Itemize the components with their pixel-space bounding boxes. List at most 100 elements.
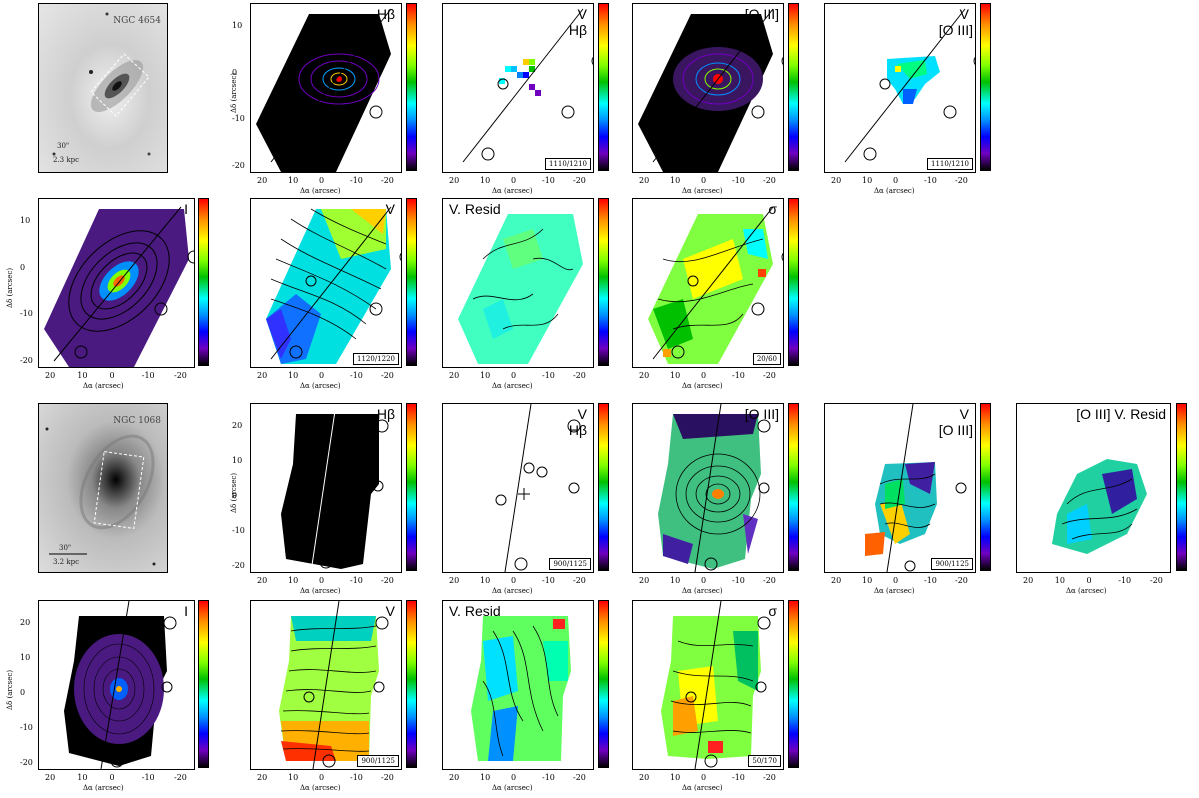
x-tick-label: -20 — [573, 371, 586, 380]
y-tick-label: -20 — [20, 758, 33, 767]
x-tick-label: -10 — [732, 371, 745, 380]
colorbar — [980, 403, 991, 571]
colorbar — [406, 3, 417, 171]
y-axis-label: Δδ (arcsec) — [230, 72, 238, 113]
x-tick-label: -10 — [924, 576, 937, 585]
colorbar — [788, 600, 799, 768]
ngc1068-galaxy-drawing — [45, 427, 156, 566]
vel-oiii-map — [844, 8, 975, 163]
x-tick-label: 20 — [1023, 576, 1034, 585]
x-tick-label: 20 — [257, 176, 268, 185]
panel-title: σ — [768, 201, 777, 217]
panel-ngc1068-vresid: V. Resid Δα (arcsec) 20 10 0 -10 -20 — [442, 600, 612, 798]
x-tick-label: -20 — [955, 176, 968, 185]
x-tick-label: -20 — [573, 176, 586, 185]
y-tick-label: 10 — [232, 456, 243, 465]
x-axis-label: Δα (arcsec) — [682, 187, 723, 195]
x-tick-label: 20 — [257, 371, 268, 380]
x-tick-label: -20 — [381, 371, 394, 380]
ngc4654-galaxy-drawing — [52, 12, 151, 156]
panel-ngc1068-hbeta: Hβ Δα (arcsec) Δδ (arcsec) 20 10 0 -10 -20 20… — [230, 403, 420, 601]
x-tick-label: -10 — [542, 773, 555, 782]
x-tick-label: 10 — [670, 773, 681, 782]
y-tick-label: -20 — [232, 161, 245, 170]
hbeta-map — [256, 8, 392, 172]
x-tick-label: 0 — [701, 371, 707, 380]
panel-title: V — [577, 6, 587, 22]
galaxy-name: NGC 4654 — [113, 16, 161, 26]
vel-hbeta-map — [495, 404, 581, 572]
colorbar — [980, 3, 991, 171]
panel-title: [O III] V. Resid — [1076, 406, 1166, 422]
colorbar — [788, 403, 799, 571]
colorbar — [198, 600, 209, 768]
panel-title: V — [577, 406, 587, 422]
y-tick-label: -10 — [20, 723, 33, 732]
panel-title: V. Resid — [449, 603, 501, 619]
x-tick-label: 20 — [45, 371, 56, 380]
scale-arcsec: 30" — [59, 544, 72, 552]
x-tick-label: 10 — [670, 576, 681, 585]
oiii-map — [658, 404, 771, 572]
panel-title: Hβ — [376, 406, 395, 422]
x-tick-label: -20 — [763, 371, 776, 380]
y-tick-label: -10 — [232, 114, 245, 124]
vel-hbeta-map — [462, 8, 593, 163]
x-tick-label: 10 — [288, 773, 299, 782]
x-tick-label: 0 — [701, 176, 707, 185]
panel-ngc4654-vel: V 1120/1220 Δα (arcsec) 20 10 0 -10 -20 — [250, 198, 420, 396]
x-axis-label: Δα (arcsec) — [492, 382, 533, 390]
x-tick-label: 10 — [862, 176, 873, 185]
panel-ngc4654-vel-hbeta: V Hβ 1110/1210 Δα (arcsec) 20 10 0 -10 -20 — [442, 3, 612, 198]
y-tick-label: -20 — [20, 356, 33, 365]
x-axis-label: Δα (arcsec) — [682, 587, 723, 595]
x-tick-label: 20 — [449, 371, 460, 380]
x-tick-label: 0 — [319, 576, 325, 585]
x-tick-label: -20 — [573, 773, 586, 782]
panel-title: V — [959, 6, 969, 22]
y-tick-label: 10 — [20, 653, 31, 662]
x-tick-label: 0 — [701, 576, 707, 585]
x-axis-label: Δα (arcsec) — [874, 187, 915, 195]
x-tick-label: 0 — [511, 773, 517, 782]
colorbar — [598, 600, 609, 768]
panel-ngc4654-vresid: V. Resid Δα (arcsec) 20 10 0 -10 -20 — [442, 198, 612, 396]
x-tick-label: 0 — [893, 176, 899, 185]
x-tick-label: 20 — [639, 773, 650, 782]
ngc4654-dss-image: NGC 4654 30" 2.3 kpc — [38, 3, 168, 173]
x-tick-label: -10 — [141, 773, 155, 782]
colorbar — [788, 198, 799, 366]
x-tick-label: 20 — [449, 576, 460, 585]
colorbar — [598, 3, 609, 171]
sigma-map — [661, 601, 771, 769]
x-tick-label: -10 — [1118, 576, 1132, 585]
x-tick-label: -10 — [732, 176, 745, 185]
panel-ngc4654-hbeta: Hβ Δα (arcsec) Δδ (arcsec) 20 10 0 -10 -20 10… — [230, 3, 420, 198]
x-axis-label: Δα (arcsec) — [83, 784, 124, 792]
i-band-map — [44, 206, 194, 367]
colorbar — [406, 600, 417, 768]
x-tick-label: 10 — [77, 371, 88, 380]
y-axis-label: Δδ (arcsec) — [6, 669, 14, 710]
x-tick-label: 10 — [1054, 576, 1065, 585]
range-label: 1120/1220 — [353, 353, 399, 365]
y-tick-label: 20 — [232, 421, 243, 430]
x-tick-label: 10 — [288, 371, 299, 380]
panel-subtitle: Hβ — [568, 22, 587, 38]
oiii-velocity-residual-map — [1052, 459, 1147, 554]
colorbar — [198, 198, 209, 366]
panel-title: V — [959, 406, 969, 422]
x-tick-label: 0 — [319, 371, 325, 380]
y-tick-label: 0 — [232, 67, 238, 77]
x-tick-label: 0 — [511, 371, 517, 380]
x-axis-label: Δα (arcsec) — [874, 587, 915, 595]
x-tick-label: -20 — [763, 576, 776, 585]
panel-title: Hβ — [376, 6, 395, 22]
x-tick-label: -10 — [542, 576, 555, 585]
panel-ngc1068-i: I Δα (arcsec) Δδ (arcsec) 20 10 0 -10 -20 20 1… — [6, 600, 218, 798]
x-axis-label: Δα (arcsec) — [300, 587, 341, 595]
panel-title: I — [184, 603, 188, 619]
panel-title: I — [184, 201, 188, 217]
x-tick-label: -10 — [732, 773, 745, 782]
velocity-residual-map — [458, 214, 583, 364]
